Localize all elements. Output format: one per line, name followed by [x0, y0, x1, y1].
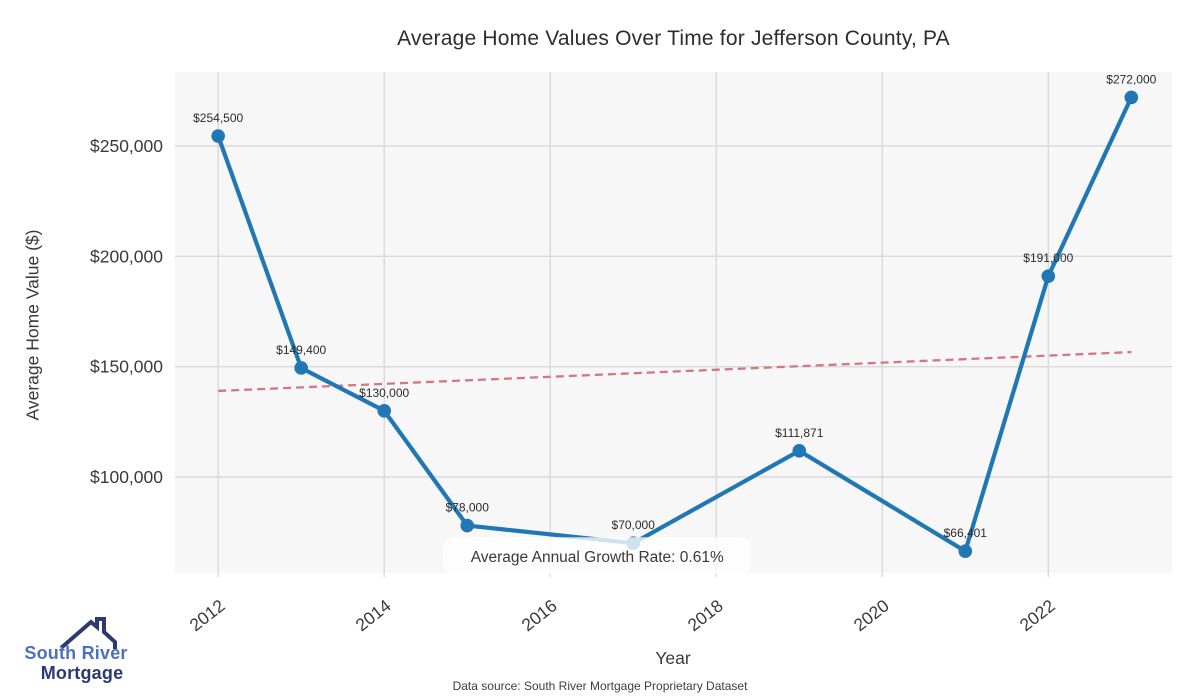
data-label: $78,000	[446, 501, 490, 515]
y-tick-label: $250,000	[90, 136, 163, 156]
data-point-marker	[211, 129, 225, 143]
chart-title: Average Home Values Over Time for Jeffer…	[397, 27, 950, 50]
y-tick-label: $200,000	[90, 246, 163, 266]
x-tick-label: 2012	[186, 595, 229, 635]
data-point-marker	[958, 544, 973, 558]
data-point-marker	[377, 403, 391, 418]
logo-text-line2: Mortgage	[40, 663, 124, 683]
data-label: $70,000	[612, 518, 656, 532]
x-tick-label: 2014	[352, 595, 395, 635]
data-label: $272,000	[1106, 72, 1156, 86]
x-axis-label: Year	[655, 648, 691, 668]
x-tick-label: 2016	[518, 595, 561, 635]
data-source-caption: Data source: South River Mortgage Propri…	[452, 679, 748, 693]
annotation-text: Average Annual Growth Rate: 0.61%	[471, 549, 724, 566]
trend-line	[218, 350, 1132, 393]
data-label: $254,500	[193, 111, 243, 125]
x-tick-label: 2018	[684, 595, 727, 635]
data-label: $191,000	[1023, 251, 1073, 265]
data-label: $149,400	[276, 343, 326, 357]
south-river-mortgage-logo: South River Mortgage	[16, 610, 136, 690]
y-tick-label: $100,000	[90, 467, 163, 487]
data-point-marker	[1124, 90, 1139, 105]
data-point-marker	[792, 443, 807, 458]
data-point-marker	[1041, 269, 1056, 283]
annotation-box	[443, 537, 752, 575]
house-roof-icon	[59, 617, 117, 650]
x-tick-label: 2022	[1016, 595, 1059, 635]
data-label: $111,871	[775, 426, 824, 440]
logo-text-line1: South River	[24, 643, 128, 663]
data-point-marker	[294, 361, 308, 375]
data-point-marker	[460, 518, 475, 533]
data-label: $66,401	[944, 526, 988, 540]
y-tick-label: $150,000	[90, 357, 163, 377]
data-label: $130,000	[359, 386, 409, 400]
plot-area	[175, 72, 1172, 573]
x-tick-label: 2020	[850, 595, 893, 635]
